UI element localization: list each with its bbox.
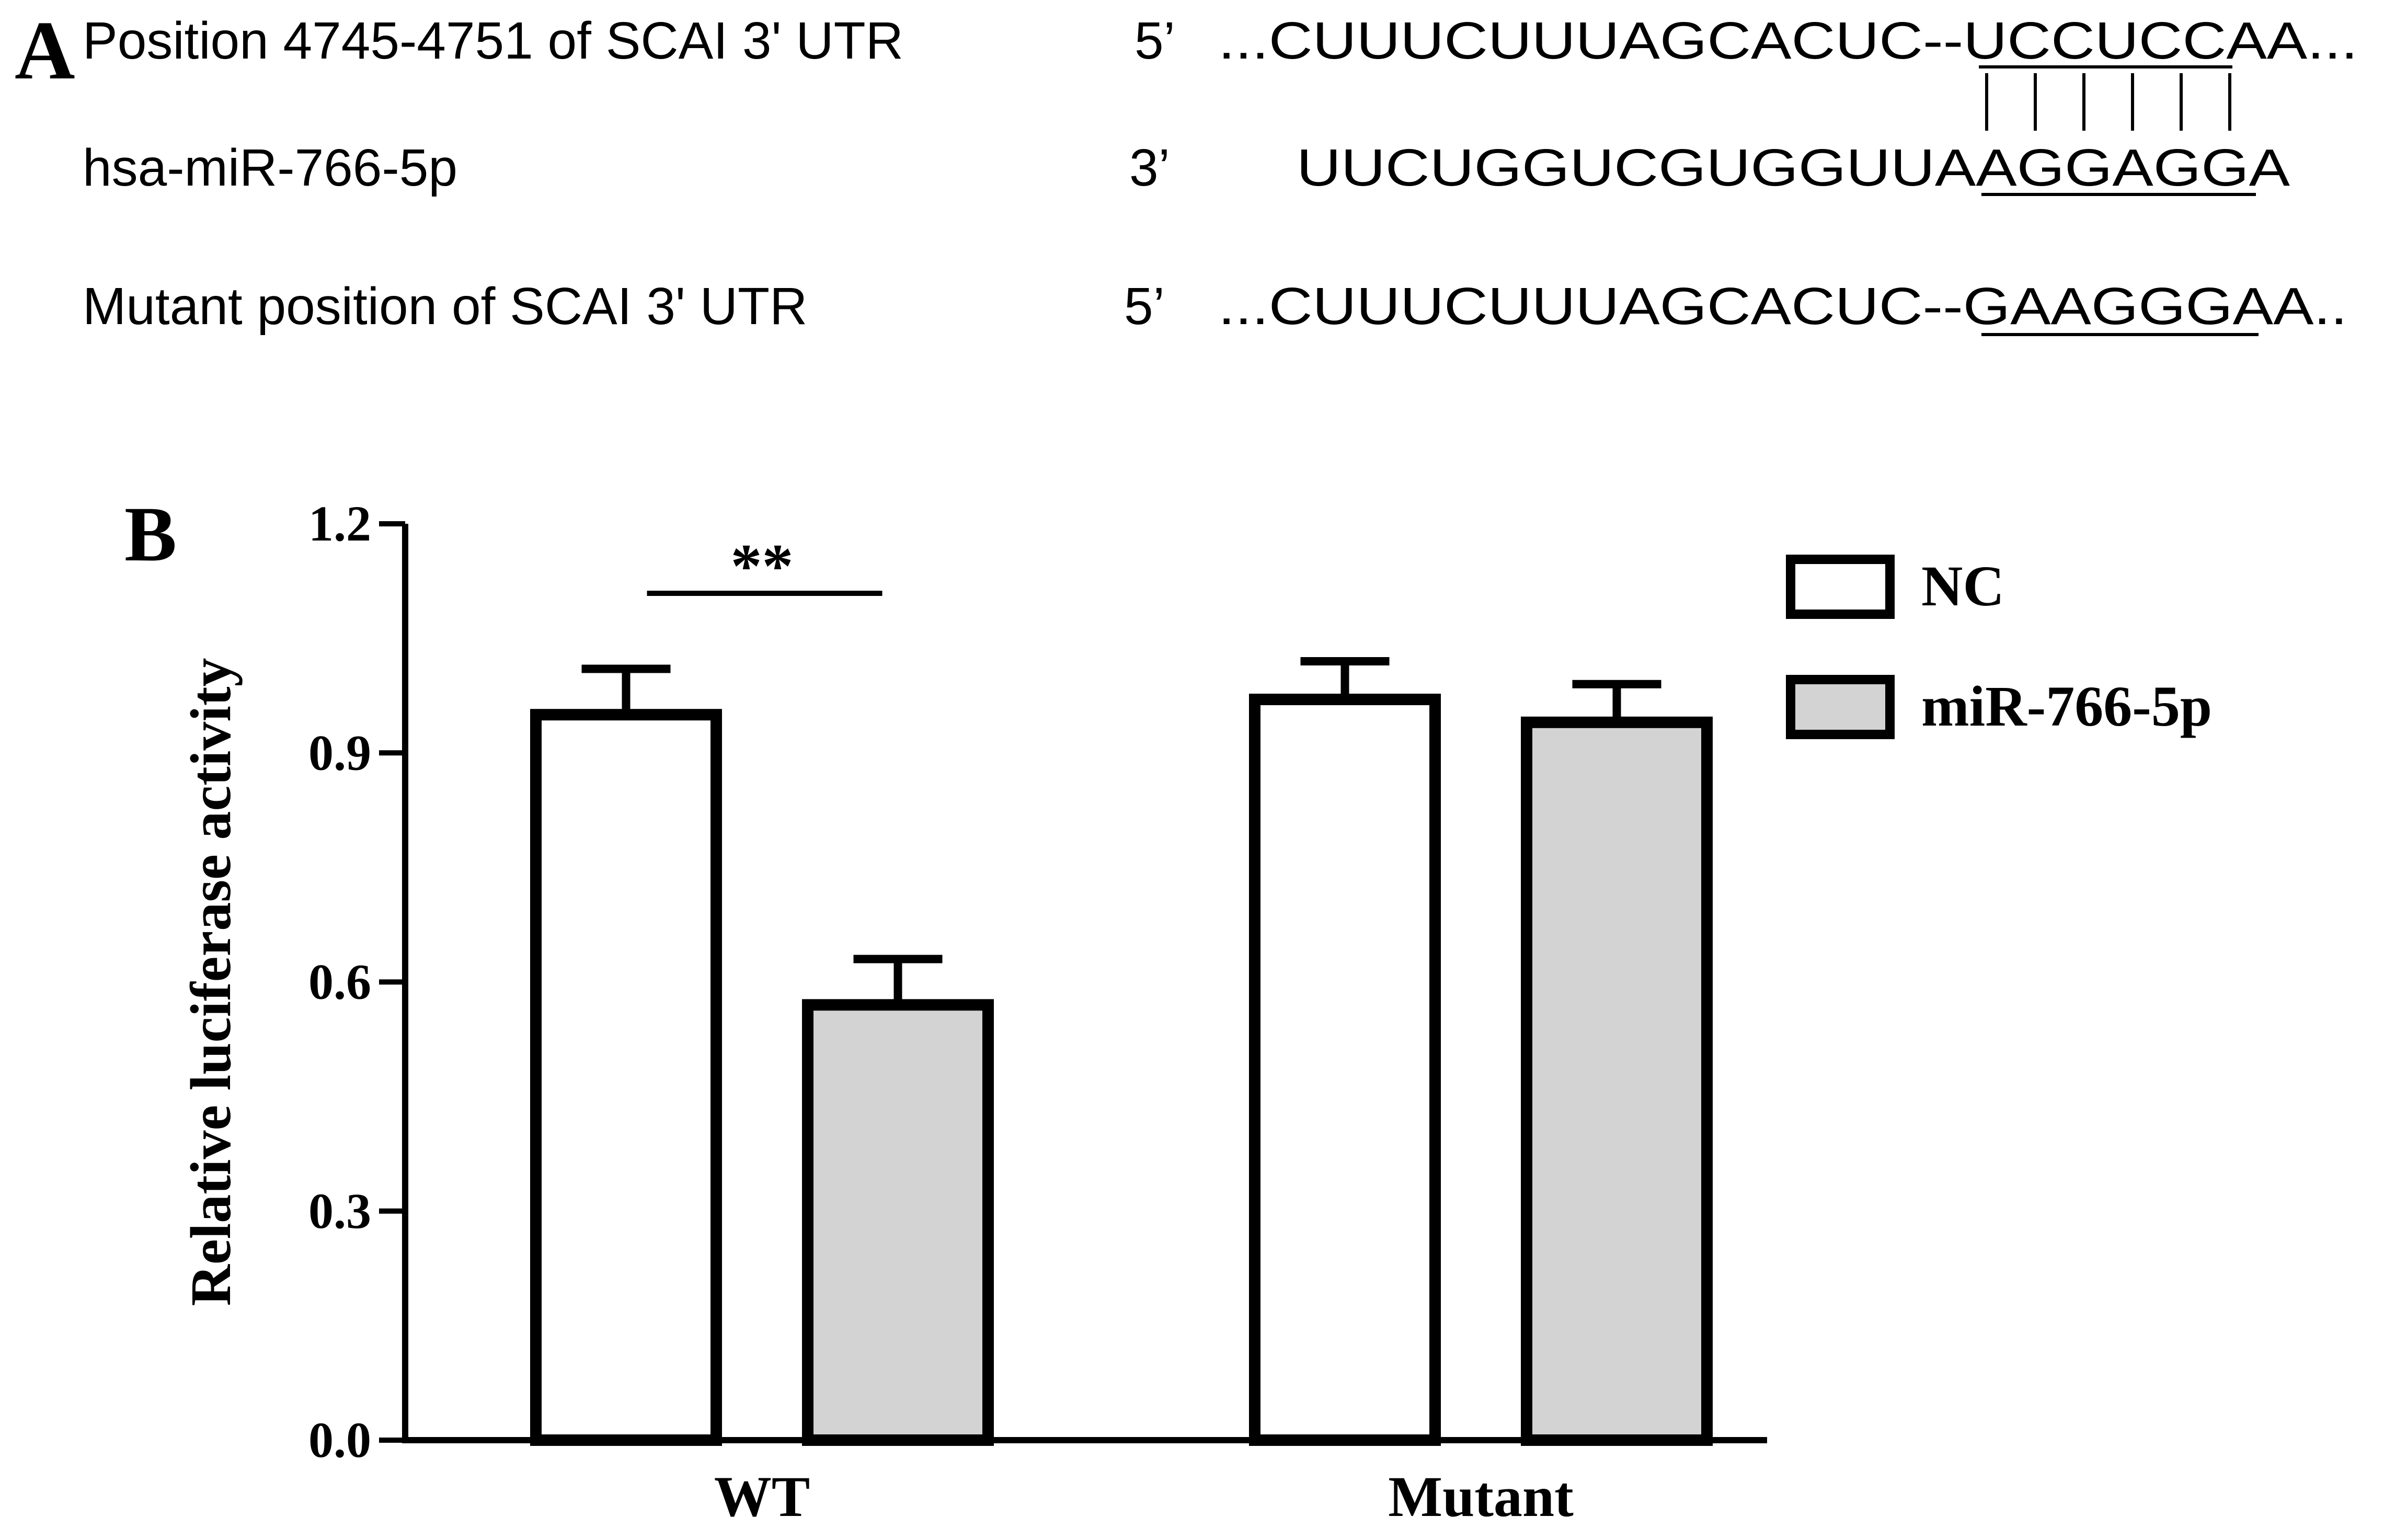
x-tick-label: WT: [714, 1465, 810, 1528]
bar: [1521, 716, 1713, 1446]
seq-row-2-sequence: UUCUGGUCGUGGUUA AGGAGG A: [1297, 139, 2290, 197]
seq-row-3-sequence: ...CUUUCUUUAGCACUC-- GAAGGG AA..: [1218, 277, 2347, 336]
panel-a-letter: A: [15, 4, 75, 97]
legend-label: miR-766-5p: [1921, 674, 2212, 738]
significance-label: **: [731, 531, 794, 601]
y-tick-label: 0.6: [308, 954, 371, 1010]
seq-row-3-prefix: ...CUUUCUUUAGCACUC--: [1218, 277, 1963, 336]
seq-row-3-suffix: AA..: [2233, 277, 2347, 336]
seq-row-2-end: 3’: [1129, 139, 1170, 197]
seq-row-1-suffix: AA...: [2226, 12, 2358, 70]
seq-row-1-prefix: ...CUUUCUUUAGCACUC--: [1218, 12, 1963, 70]
panel-a: A Position 4745-4751 of SCAI 3' UTR 5’ .…: [15, 4, 2358, 336]
y-tick-label: 0.0: [308, 1412, 371, 1468]
pairing-lines: [1979, 65, 2232, 131]
seq-row-2-label: hsa-miR-766-5p: [83, 139, 457, 197]
seq-row-2-suffix: A: [2249, 139, 2290, 197]
y-axis-label: Relative luciferase activity: [179, 658, 243, 1306]
bar-chart: 0.0 0.3 0.6 0.9 1.2 Relative luciferase activ…: [179, 496, 2212, 1528]
legend-swatch: [1786, 555, 1895, 619]
seq-row-1-end: 5’: [1134, 12, 1175, 70]
legend-label: NC: [1921, 554, 2004, 618]
legend-swatch: [1786, 675, 1895, 739]
panel-b-letter: B: [124, 491, 177, 578]
seq-row-3-end: 5’: [1124, 277, 1165, 336]
seq-row-1-site: UCCUCC: [1963, 12, 2226, 70]
x-tick-label: Mutant: [1388, 1465, 1574, 1528]
panel-b: B 0.0 0.3 0.6 0.9 1.2 Relative luciferase act…: [124, 491, 2212, 1528]
seq-row-1-label: Position 4745-4751 of SCAI 3' UTR: [83, 12, 903, 70]
y-tick-label: 0.9: [308, 725, 371, 780]
seq-row-1-sequence: ...CUUUCUUUAGCACUC-- UCCUCC AA...: [1218, 12, 2358, 70]
seq-row-3-site: GAAGGG: [1963, 277, 2233, 336]
seq-row-3-label: Mutant position of SCAI 3' UTR: [83, 277, 807, 336]
seq-row-2-site: AGGAGG: [1976, 139, 2249, 197]
bar: [530, 709, 722, 1446]
y-tick-label: 1.2: [308, 496, 371, 551]
bar: [1249, 693, 1441, 1446]
bar: [802, 999, 994, 1446]
y-tick-label: 0.3: [308, 1183, 371, 1239]
seq-row-2-prefix: UUCUGGUCGUGGUUA: [1297, 139, 1976, 197]
